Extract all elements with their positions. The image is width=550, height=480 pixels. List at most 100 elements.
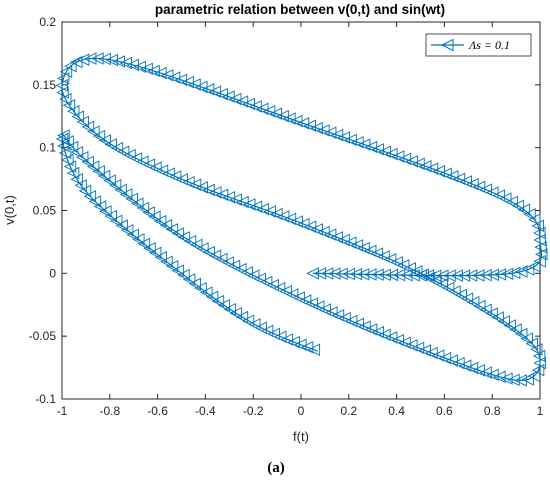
data-point-marker — [328, 267, 341, 280]
data-point-marker — [292, 291, 305, 304]
data-point-marker — [459, 175, 472, 188]
data-point-marker — [525, 337, 539, 350]
data-point-marker — [142, 158, 156, 171]
data-point-marker — [305, 297, 318, 310]
data-point-marker — [436, 269, 449, 282]
data-point-marker — [160, 69, 174, 82]
data-point-marker — [307, 343, 321, 357]
data-point-marker — [419, 159, 432, 173]
data-point-marker — [241, 314, 255, 327]
data-point-marker — [531, 219, 544, 233]
data-point-marker — [221, 256, 234, 269]
data-point-marker — [317, 124, 330, 137]
data-point-marker — [507, 266, 521, 280]
data-point-marker — [485, 307, 498, 320]
data-point-marker — [479, 268, 492, 282]
data-point-marker — [325, 306, 338, 319]
data-point-marker — [254, 321, 267, 334]
data-point-marker — [182, 273, 196, 286]
legend: Λs = 0.1 — [425, 33, 532, 57]
data-point-marker — [385, 147, 398, 161]
data-point-marker — [262, 105, 276, 118]
data-point-marker — [189, 238, 203, 252]
legend-marker — [440, 38, 454, 52]
data-point-marker — [450, 269, 463, 282]
x-tick-label: 0.2 — [340, 404, 357, 418]
data-point-marker — [110, 141, 124, 155]
data-point-marker — [194, 282, 207, 295]
data-point-marker — [109, 214, 123, 228]
data-point-marker — [162, 167, 175, 180]
data-point-marker — [479, 183, 492, 196]
data-point-marker — [217, 298, 231, 312]
data-point-marker — [533, 356, 546, 370]
data-point-marker — [403, 262, 416, 275]
plot-area — [61, 21, 541, 400]
x-axis: -1 -0.8 -0.6 -0.4 -0.2 0 0.2 0.4 0.6 0.8 1 — [57, 22, 544, 418]
data-point-marker — [409, 265, 423, 278]
data-point-marker — [486, 186, 499, 199]
data-point-marker — [59, 92, 72, 106]
data-point-marker — [532, 349, 546, 363]
data-point-marker — [104, 209, 117, 223]
data-point-marker — [493, 268, 507, 281]
data-point-marker — [283, 112, 296, 125]
data-point-marker — [358, 320, 371, 333]
data-point-marker — [154, 66, 167, 80]
data-point-marker — [400, 269, 413, 282]
data-point-marker — [126, 228, 139, 241]
data-point-marker — [70, 173, 83, 186]
data-point-marker — [499, 192, 512, 205]
data-point-marker — [272, 281, 286, 295]
data-point-marker — [509, 323, 522, 336]
data-point-marker — [267, 327, 280, 341]
data-point-marker — [391, 333, 405, 347]
data-point-marker — [460, 292, 474, 305]
data-point-marker — [454, 288, 467, 302]
data-point-marker — [76, 115, 89, 129]
data-point-marker — [249, 100, 262, 113]
data-point-marker — [517, 203, 531, 216]
data-point-marker — [466, 296, 480, 309]
data-point-marker — [493, 370, 506, 384]
data-point-marker — [351, 317, 365, 331]
data-point-marker — [457, 269, 471, 282]
y-tick-label: -0.05 — [29, 329, 57, 343]
data-point-marker — [458, 359, 472, 372]
data-point-marker — [330, 231, 344, 244]
x-tick-label: -0.6 — [147, 404, 168, 418]
data-point-marker — [371, 268, 384, 281]
data-point-marker — [356, 268, 370, 281]
data-point-marker — [223, 303, 237, 316]
data-point-marker — [183, 234, 197, 248]
x-tick-label: -0.2 — [243, 404, 264, 418]
data-point-marker — [445, 354, 458, 367]
data-point-marker — [500, 267, 514, 281]
data-point-marker — [371, 143, 385, 156]
x-tick-label: -1 — [57, 404, 68, 418]
data-point-marker — [335, 267, 348, 281]
data-point-marker — [425, 162, 439, 175]
data-point-marker — [507, 373, 520, 387]
data-point-marker — [78, 184, 92, 198]
data-point-marker — [285, 288, 299, 301]
data-point-marker — [497, 315, 510, 328]
data-point-marker — [528, 213, 541, 226]
data-point-marker — [136, 155, 149, 168]
data-point-marker — [351, 135, 364, 149]
data-point-marker — [398, 336, 411, 349]
data-point-marker — [398, 152, 412, 166]
data-point-marker — [140, 62, 153, 76]
data-point-marker — [511, 199, 525, 212]
chart-title: parametric relation between v(0,t) and s… — [155, 2, 445, 17]
x-tick-label: -0.4 — [195, 404, 216, 418]
x-tick-label: 0.8 — [484, 404, 501, 418]
data-point-marker — [446, 170, 459, 183]
figure-caption: (a) — [267, 460, 285, 476]
data-point-marker — [337, 131, 351, 144]
data-point-marker — [505, 195, 518, 209]
data-point-marker — [70, 146, 84, 159]
data-point-marker — [62, 99, 76, 112]
y-tick-label: 0.05 — [33, 204, 57, 218]
data-point-marker — [88, 195, 102, 208]
